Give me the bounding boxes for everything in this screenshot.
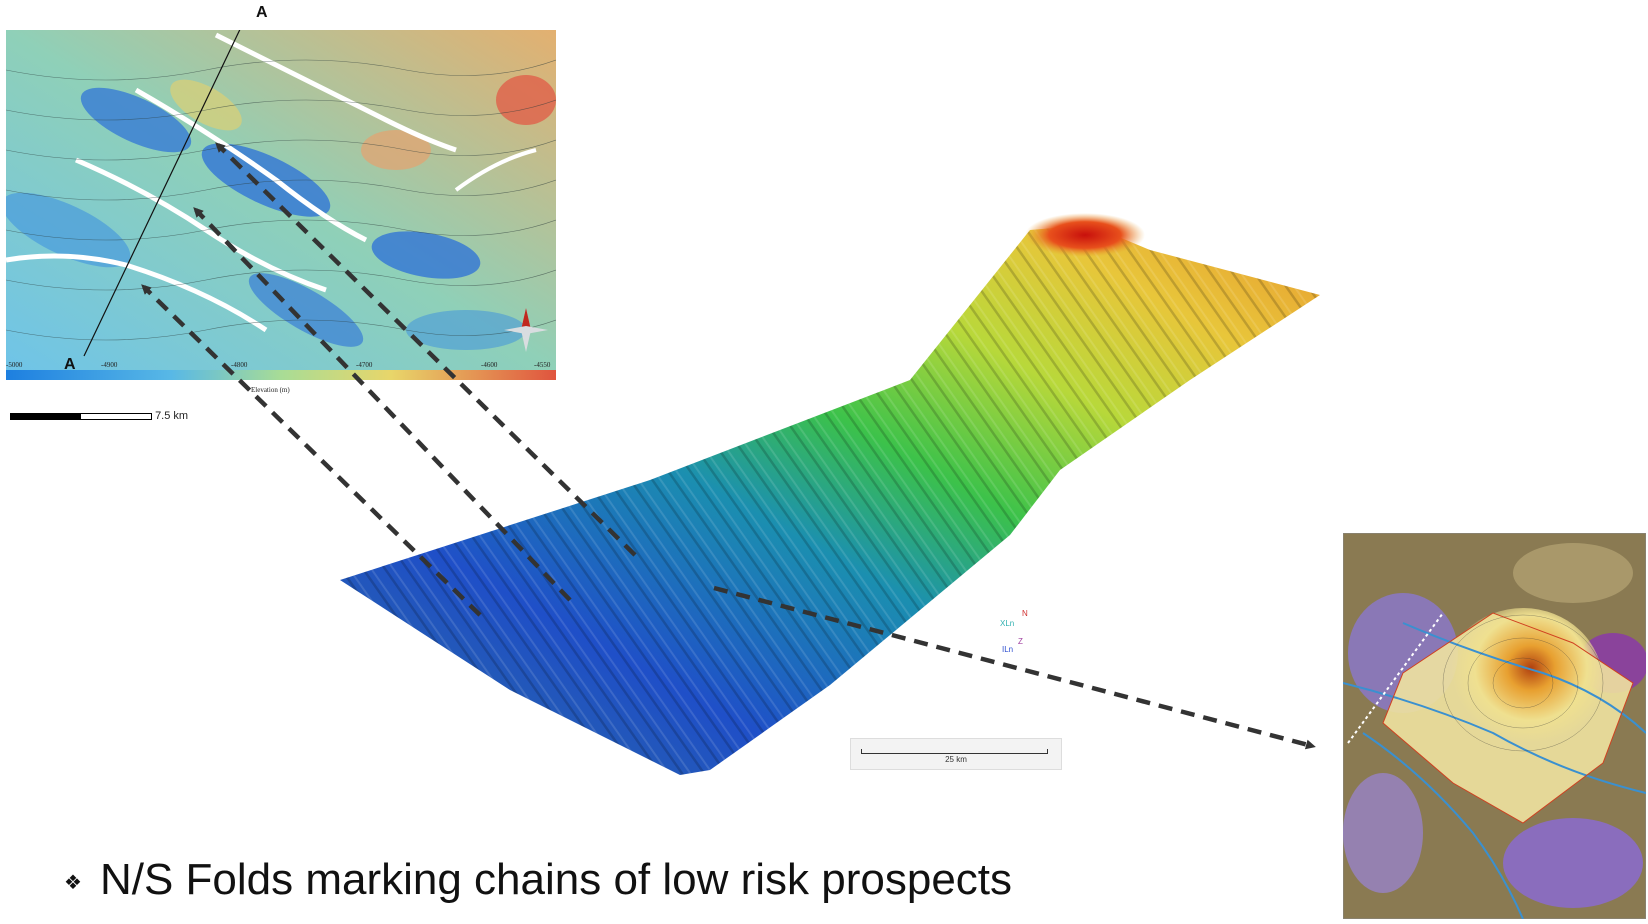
colorbar-tick: -4800	[231, 361, 248, 369]
section-line	[83, 0, 255, 357]
scale-bar-large: 25 km	[850, 738, 1062, 770]
scale-bar-large-label: 25 km	[945, 755, 967, 764]
surface-peak	[1025, 213, 1145, 257]
orient-xl: XLn	[1000, 619, 1015, 628]
3d-surface-image	[340, 213, 1320, 775]
prospect-inset-image	[1342, 532, 1648, 920]
section-label-bottom: A	[64, 356, 76, 373]
scale-bar-graphic	[10, 412, 152, 420]
colorbar-title: Elevation (m)	[251, 386, 290, 394]
caption-bullet-item: ❖ N/S Folds marking chains of low risk pr…	[64, 855, 1012, 905]
orient-il: ILn	[1002, 645, 1014, 654]
3d-surface-view	[330, 210, 1340, 815]
orient-z: Z	[1018, 637, 1023, 646]
diamond-bullet-icon: ❖	[64, 871, 82, 894]
colorbar-tick: -4900	[101, 361, 118, 369]
prospect-inset-map	[1342, 532, 1648, 920]
colorbar-tick: -5000	[6, 361, 23, 369]
scale-bar-label: 7.5 km	[155, 410, 189, 422]
scale-bar-small: 7.5 km	[10, 410, 188, 422]
orient-n: N	[1022, 609, 1028, 618]
caption-text: N/S Folds marking chains of low risk pro…	[99, 855, 1013, 904]
section-label-top: A	[256, 4, 268, 21]
